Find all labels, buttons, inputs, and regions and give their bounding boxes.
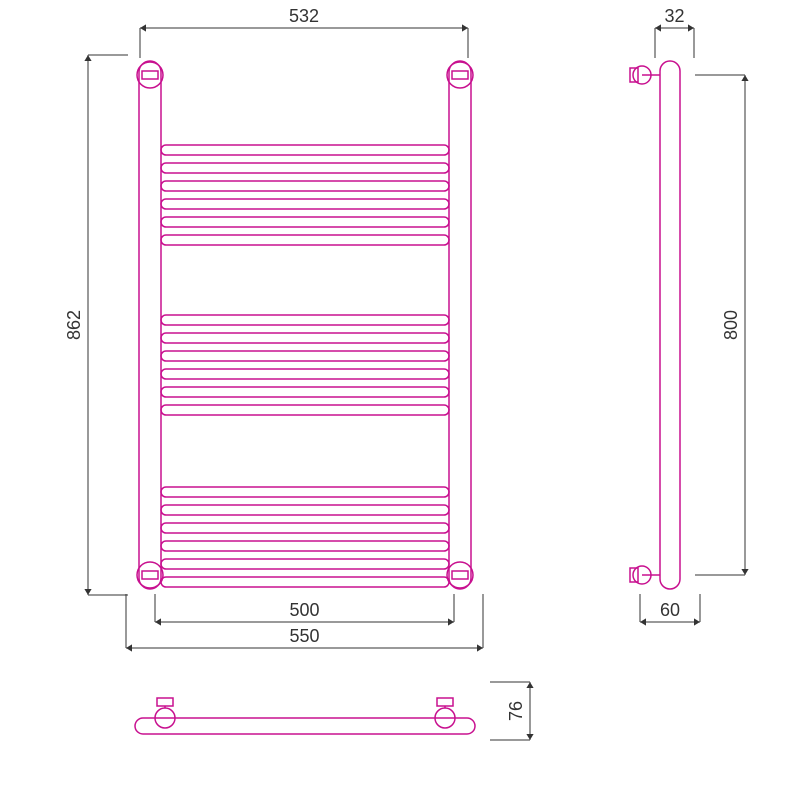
front-fitting-cap — [452, 571, 468, 579]
front-view — [137, 61, 473, 589]
front-bar — [161, 333, 449, 343]
dim-60-label: 60 — [660, 600, 680, 620]
arrowhead — [448, 618, 454, 625]
side-rail — [660, 61, 680, 589]
dim-500-label: 500 — [289, 600, 319, 620]
top-view — [135, 698, 475, 734]
front-bar — [161, 505, 449, 515]
side-view — [630, 61, 680, 589]
front-bar — [161, 387, 449, 397]
front-bar — [161, 235, 449, 245]
dim-76-label: 76 — [506, 701, 526, 721]
front-fitting-cap — [142, 571, 158, 579]
front-bar — [161, 559, 449, 569]
arrowhead — [155, 618, 161, 625]
top-fitting-cap — [437, 698, 453, 706]
arrowhead — [462, 24, 468, 31]
arrowhead — [694, 618, 700, 625]
top-fitting-cap — [157, 698, 173, 706]
arrowhead — [688, 24, 694, 31]
front-bar — [161, 369, 449, 379]
front-rail-right — [449, 61, 471, 589]
front-bar — [161, 577, 449, 587]
front-bar — [161, 541, 449, 551]
arrowhead — [477, 644, 483, 651]
arrowhead — [84, 589, 91, 595]
dim-800-label: 800 — [721, 310, 741, 340]
front-bar — [161, 199, 449, 209]
front-fitting — [137, 562, 163, 588]
arrowhead — [640, 618, 646, 625]
front-fitting — [137, 62, 163, 88]
front-bar — [161, 405, 449, 415]
arrowhead — [526, 682, 533, 688]
front-fitting — [447, 62, 473, 88]
arrowhead — [84, 55, 91, 61]
arrowhead — [526, 734, 533, 740]
front-bar — [161, 523, 449, 533]
dim-532-label: 532 — [289, 6, 319, 26]
arrowhead — [655, 24, 661, 31]
technical-drawing: 532 32 862 800 500 550 60 76 — [0, 0, 800, 800]
dim-32-label: 32 — [664, 6, 684, 26]
arrowhead — [140, 24, 146, 31]
front-fitting-cap — [142, 71, 158, 79]
front-rail-left — [139, 61, 161, 589]
front-bar — [161, 351, 449, 361]
front-fitting — [447, 562, 473, 588]
front-bar — [161, 487, 449, 497]
top-bar — [135, 718, 475, 734]
dim-550-label: 550 — [289, 626, 319, 646]
front-bar — [161, 315, 449, 325]
front-bar — [161, 181, 449, 191]
dim-862-label: 862 — [64, 310, 84, 340]
front-bar — [161, 163, 449, 173]
arrowhead — [741, 75, 748, 81]
arrowhead — [741, 569, 748, 575]
front-fitting-cap — [452, 71, 468, 79]
front-bar — [161, 217, 449, 227]
front-bar — [161, 145, 449, 155]
arrowhead — [126, 644, 132, 651]
